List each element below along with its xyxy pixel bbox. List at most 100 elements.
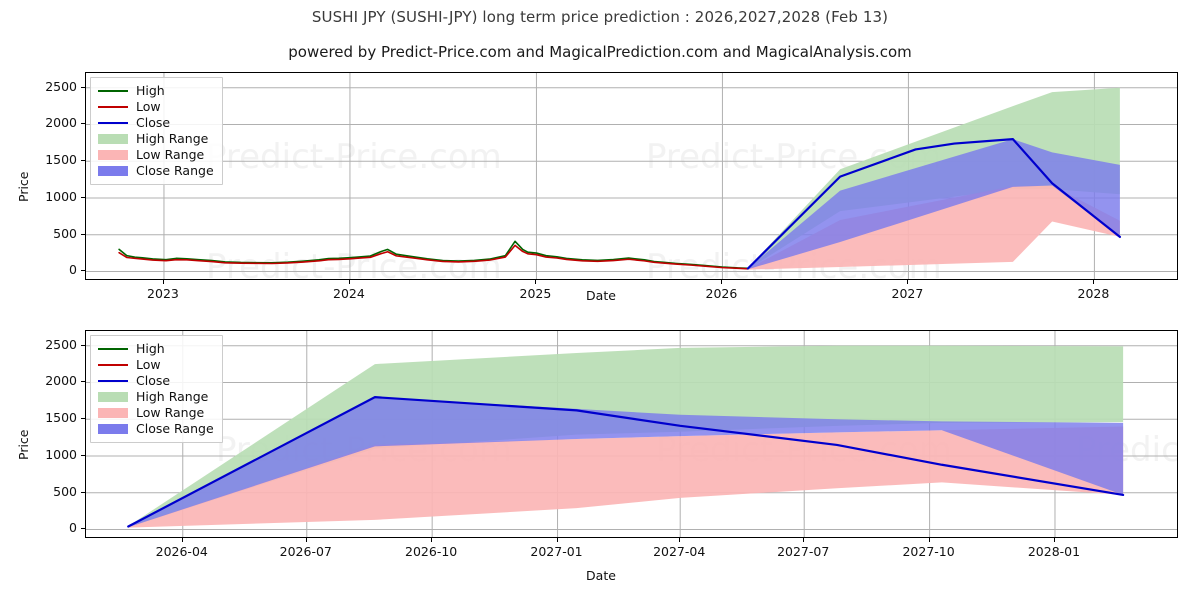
top-legend-swatch-close-range-icon <box>98 165 128 177</box>
top-legend-swatch-high-icon <box>98 85 128 97</box>
top-legend-label: Close Range <box>136 163 214 178</box>
x-tick-mark <box>928 538 930 542</box>
x-tick-label: 2028 <box>1077 286 1110 301</box>
y-tick-mark <box>81 418 85 420</box>
y-tick-mark <box>81 528 85 530</box>
x-tick-mark <box>162 280 164 284</box>
y-tick-label: 2000 <box>45 115 77 131</box>
top-legend-item-high-range[interactable]: High Range <box>98 131 214 147</box>
top-panel: Predict-Price.com Predict-Price.com Predic… <box>0 60 1200 310</box>
y-tick-mark <box>81 491 85 493</box>
x-tick-label: 2027 <box>891 286 924 301</box>
top-legend-swatch-close-icon <box>98 117 128 129</box>
series-line-low <box>118 244 749 270</box>
x-tick-label: 2026 <box>705 286 738 301</box>
y-tick-mark <box>81 86 85 88</box>
top-plot-area: Predict-Price.com Predict-Price.com Predic… <box>85 72 1178 280</box>
x-tick-label: 2026-04 <box>155 544 208 559</box>
top-legend-swatch-low-icon <box>98 101 128 113</box>
top-legend-item-high[interactable]: High <box>98 83 214 99</box>
x-tick-label: 2026-10 <box>405 544 458 559</box>
y-tick-mark <box>81 344 85 346</box>
x-tick-mark <box>907 280 909 284</box>
watermark: Predict-Price.com <box>206 137 502 177</box>
x-tick-mark <box>721 280 723 284</box>
bottom-legend: High Low Close High Range Low Range Close Ran… <box>90 335 223 443</box>
bottom-legend-item-high-range[interactable]: High Range <box>98 389 214 405</box>
x-tick-mark <box>556 538 558 542</box>
top-plot-svg: Predict-Price.com Predict-Price.comPredic… <box>86 73 1177 279</box>
y-tick-mark <box>81 233 85 235</box>
bottom-legend-item-high[interactable]: High <box>98 341 214 357</box>
y-tick-label: 500 <box>53 483 77 499</box>
x-tick-label: 2027-01 <box>530 544 583 559</box>
top-legend-item-close-range[interactable]: Close Range <box>98 163 214 179</box>
x-tick-mark <box>679 538 681 542</box>
x-tick-label: 2027-04 <box>653 544 706 559</box>
series-line-close <box>127 396 1125 528</box>
bottom-legend-label: Low <box>136 357 161 372</box>
x-tick-label: 2024 <box>333 286 365 301</box>
y-tick-label: 1000 <box>45 188 77 204</box>
y-tick-label: 2500 <box>45 336 77 352</box>
bottom-legend-item-close[interactable]: Close <box>98 373 214 389</box>
x-tick-label: 2027-07 <box>777 544 830 559</box>
bottom-plot-svg: Predict-Price.comPredict-Price.comPredic… <box>86 331 1177 537</box>
x-tick-label: 2028-01 <box>1027 544 1081 559</box>
y-tick-mark <box>81 123 85 125</box>
x-tick-mark <box>305 538 307 542</box>
top-legend-item-low-range[interactable]: Low Range <box>98 147 214 163</box>
top-legend-label: Close <box>136 115 171 130</box>
bottom-legend-item-low[interactable]: Low <box>98 357 214 373</box>
y-tick-mark <box>81 454 85 456</box>
x-tick-mark <box>1093 280 1095 284</box>
bottom-legend-label: High <box>136 341 165 356</box>
y-tick-label: 0 <box>69 520 77 536</box>
band-high-range <box>128 345 1124 528</box>
x-tick-mark <box>803 538 805 542</box>
bottom-legend-swatch-high-icon <box>98 343 128 355</box>
bottom-x-axis-label: Date <box>586 568 616 583</box>
bottom-legend-item-close-range[interactable]: Close Range <box>98 421 214 437</box>
band-close-range <box>747 139 1120 270</box>
bottom-legend-swatch-close-icon <box>98 375 128 387</box>
top-legend-item-low[interactable]: Low <box>98 99 214 115</box>
x-tick-mark <box>431 538 433 542</box>
top-legend: High Low Close High Range Low Range Close Ran… <box>90 77 223 185</box>
top-legend-item-close[interactable]: Close <box>98 115 214 131</box>
y-tick-label: 1000 <box>45 446 77 462</box>
x-tick-mark <box>1053 538 1055 542</box>
page-title: SUSHI JPY (SUSHI-JPY) long term price pr… <box>311 8 889 26</box>
y-tick-label: 0 <box>69 262 77 278</box>
y-tick-label: 1500 <box>45 152 77 168</box>
bottom-legend-label: High Range <box>136 389 209 404</box>
top-legend-label: Low Range <box>136 147 205 162</box>
x-tick-mark <box>348 280 350 284</box>
bottom-legend-swatch-low-icon <box>98 359 128 371</box>
x-tick-label: 2027-10 <box>902 544 955 559</box>
bottom-legend-item-low-range[interactable]: Low Range <box>98 405 214 421</box>
x-tick-label: 2025 <box>519 286 552 301</box>
band-low-range <box>747 185 1120 270</box>
y-tick-mark <box>81 381 85 383</box>
top-legend-label: Low <box>136 99 161 114</box>
y-tick-label: 2500 <box>45 78 77 94</box>
y-tick-mark <box>81 270 85 272</box>
top-legend-label: High <box>136 83 165 98</box>
x-tick-mark <box>181 538 183 542</box>
page-subtitle: powered by Predict-Price.com and Magical… <box>288 43 912 61</box>
y-tick-mark <box>81 196 85 198</box>
bottom-legend-label: Close <box>136 373 171 388</box>
y-tick-label: 2000 <box>45 373 77 389</box>
top-legend-label: High Range <box>136 131 209 146</box>
x-tick-mark <box>535 280 537 284</box>
top-legend-swatch-high-range-icon <box>98 133 128 145</box>
y-tick-label: 500 <box>53 225 77 241</box>
y-tick-mark <box>81 160 85 162</box>
bottom-legend-label: Low Range <box>136 405 205 420</box>
bottom-legend-label: Close Range <box>136 421 214 436</box>
bottom-panel: Predict-Price.comPredict-Price.comPredic… <box>0 322 1200 600</box>
x-tick-label: 2023 <box>147 286 179 301</box>
y-tick-label: 1500 <box>45 410 77 426</box>
